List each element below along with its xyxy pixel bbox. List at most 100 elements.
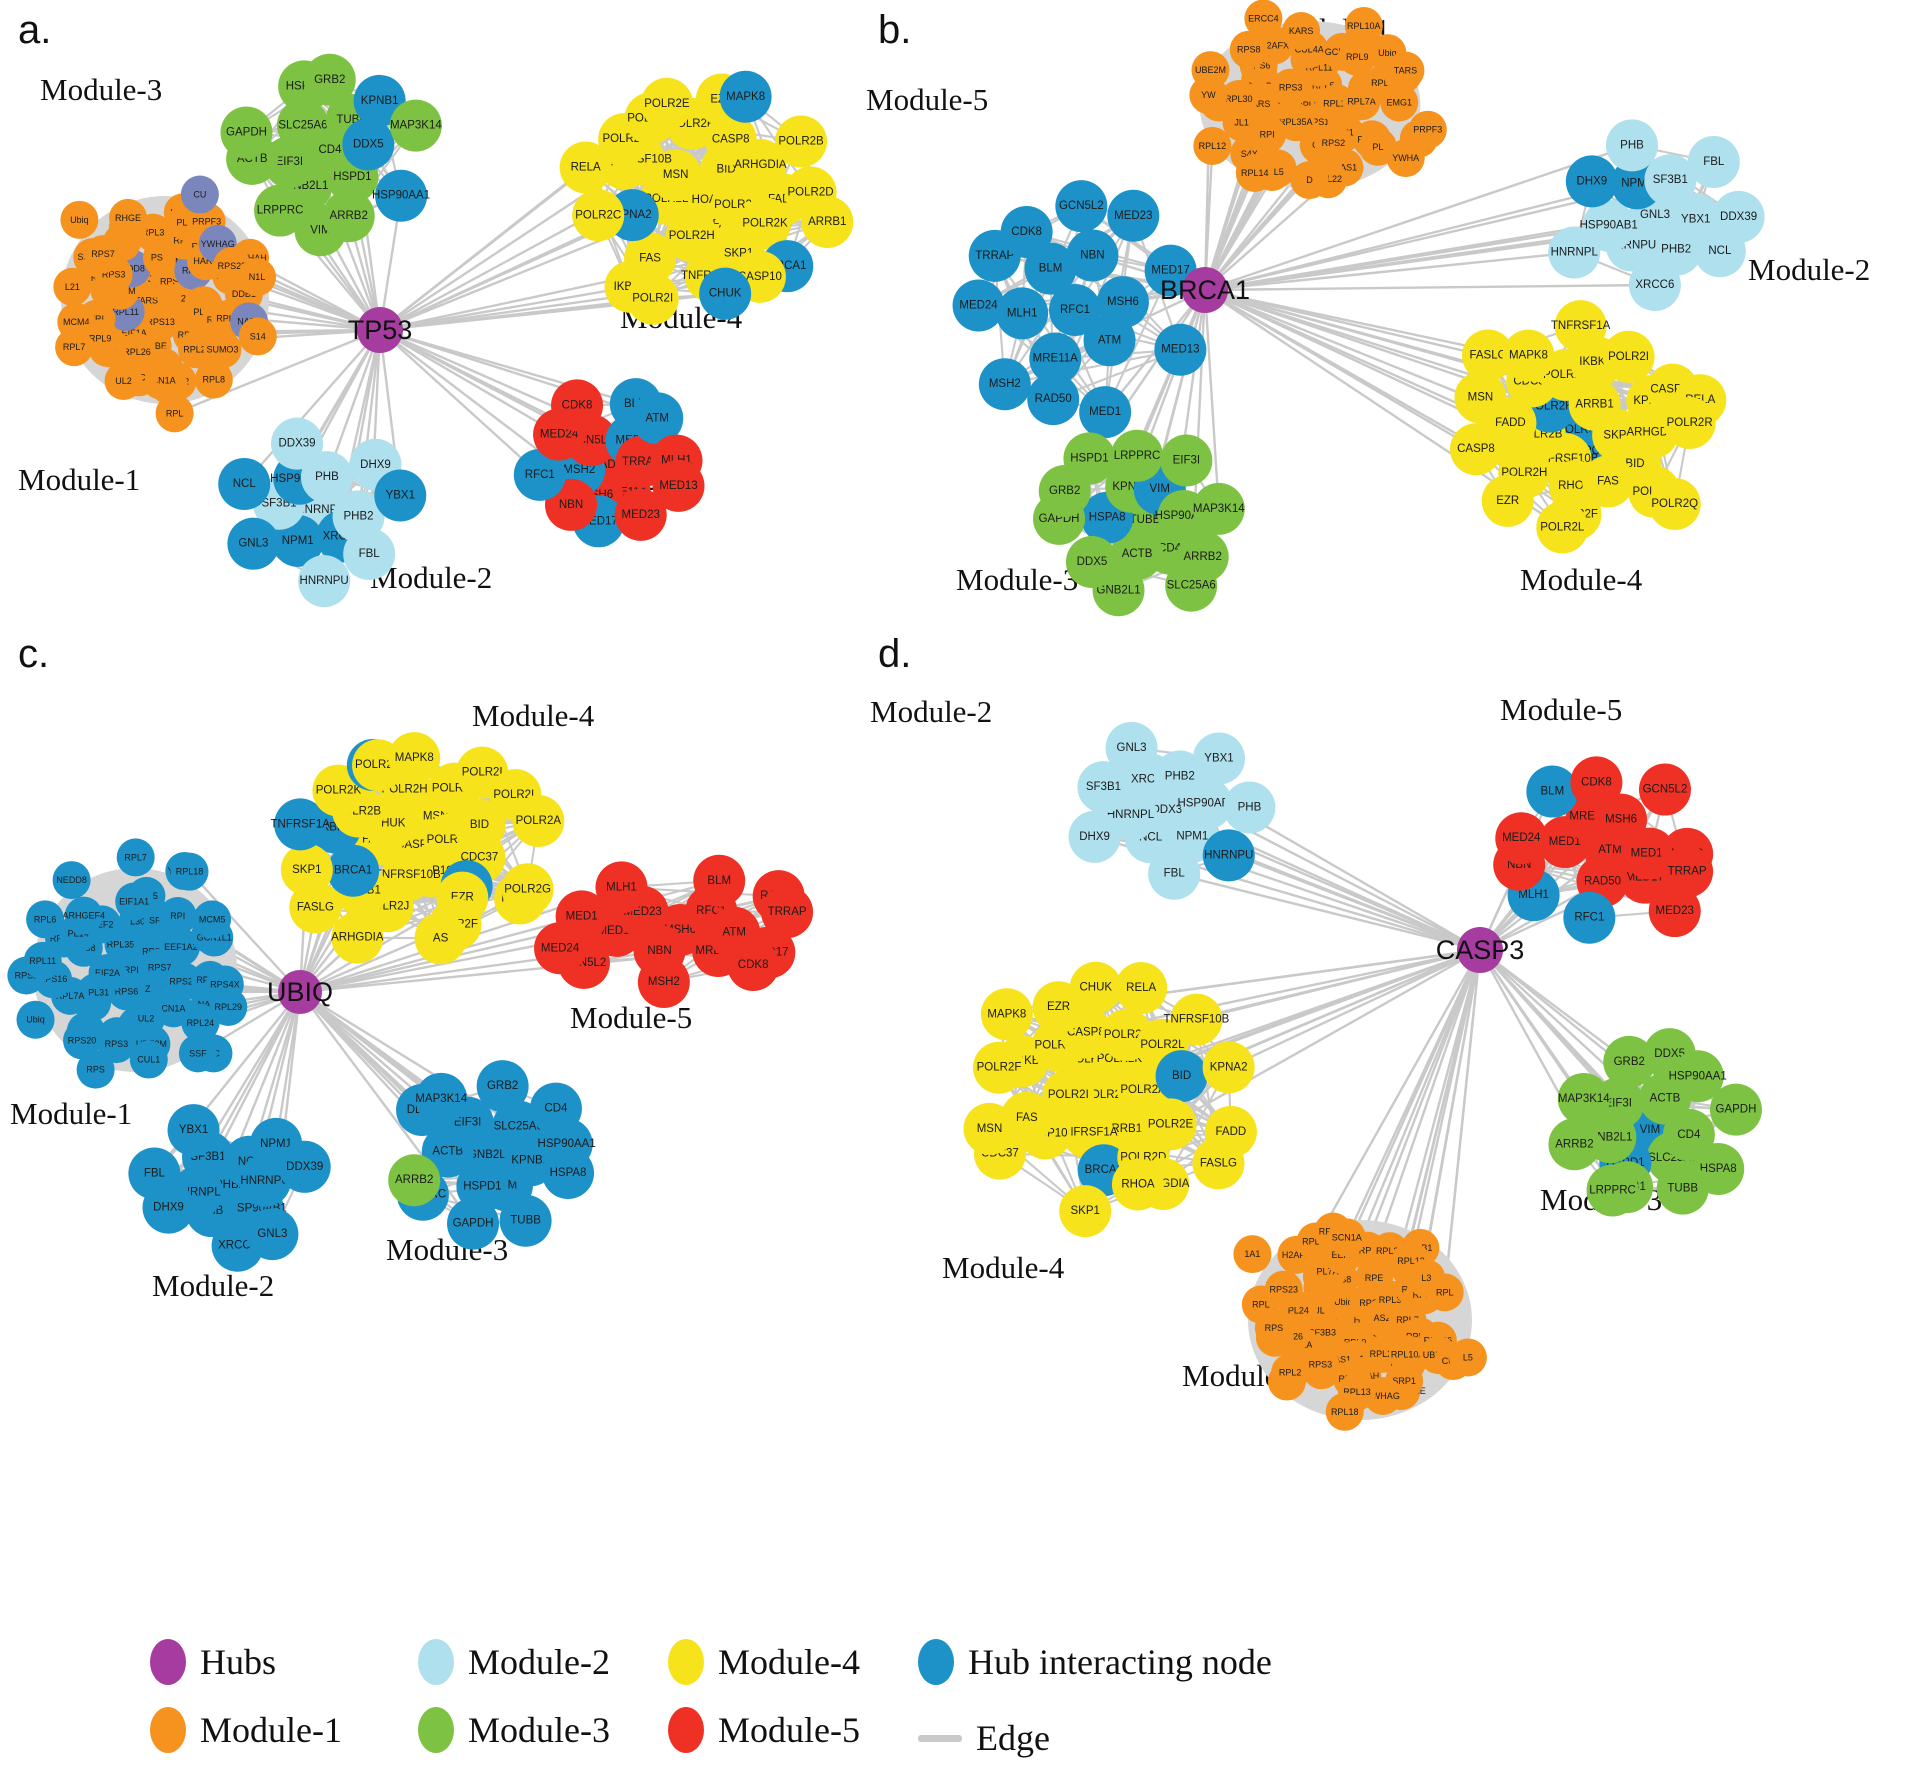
graph-node[interactable]: MLH1 bbox=[996, 287, 1049, 340]
graph-node[interactable]: MED24 bbox=[1495, 812, 1548, 865]
graph-node[interactable]: MSH6 bbox=[1096, 276, 1149, 329]
graph-node[interactable]: BID bbox=[1155, 1050, 1208, 1103]
graph-node[interactable]: 1A1 bbox=[1233, 1235, 1272, 1274]
graph-node[interactable]: KPNA2 bbox=[1202, 1041, 1255, 1094]
graph-node[interactable]: RPL18 bbox=[1325, 1392, 1364, 1431]
graph-node[interactable]: DDX5 bbox=[1065, 536, 1118, 589]
graph-node[interactable]: MLH1 bbox=[595, 861, 648, 914]
graph-node[interactable]: DDX39 bbox=[271, 417, 324, 470]
graph-node[interactable]: XRCC6 bbox=[1628, 258, 1681, 311]
graph-node[interactable]: UBE2M bbox=[1191, 51, 1230, 90]
graph-node[interactable]: DDX39 bbox=[278, 1140, 331, 1193]
graph-node[interactable]: MSN bbox=[963, 1102, 1016, 1155]
graph-node[interactable]: RPL7 bbox=[55, 328, 94, 367]
graph-node[interactable]: RAD50 bbox=[1027, 373, 1080, 426]
graph-node[interactable]: MAPK8 bbox=[980, 988, 1033, 1041]
graph-node[interactable]: GNL3 bbox=[227, 517, 280, 570]
graph-node[interactable]: SCN1A bbox=[1327, 1218, 1366, 1257]
graph-node[interactable]: S14 bbox=[238, 317, 277, 356]
graph-node[interactable]: PHB bbox=[1605, 119, 1658, 172]
graph-node[interactable]: YBX1 bbox=[1192, 732, 1245, 785]
graph-node[interactable]: SKP1 bbox=[280, 843, 333, 896]
graph-node[interactable]: CU bbox=[180, 175, 219, 214]
graph-node[interactable]: SLC25A6 bbox=[1165, 559, 1218, 612]
graph-node[interactable]: MSH2 bbox=[978, 358, 1031, 411]
graph-node[interactable]: FBL bbox=[1148, 847, 1201, 900]
graph-node[interactable]: MSH2 bbox=[637, 956, 690, 1009]
graph-node[interactable]: L5 bbox=[1448, 1338, 1487, 1377]
graph-node[interactable]: SKP1 bbox=[1059, 1185, 1112, 1238]
graph-node[interactable]: SSF bbox=[178, 1034, 217, 1073]
graph-node[interactable]: ARRB1 bbox=[801, 196, 854, 249]
graph-node[interactable]: PHB bbox=[1223, 781, 1276, 834]
graph-node[interactable]: RPL2 bbox=[1271, 1353, 1310, 1392]
graph-node[interactable]: BLM bbox=[1526, 765, 1579, 818]
graph-node[interactable]: RPL7 bbox=[116, 838, 155, 877]
graph-node[interactable]: POLR2G bbox=[501, 863, 554, 916]
graph-node[interactable]: HNRNPU bbox=[1202, 829, 1255, 882]
graph-node[interactable]: POLR2Q bbox=[1648, 478, 1701, 531]
graph-node[interactable]: POLR2E bbox=[640, 77, 693, 130]
graph-node[interactable]: DDX5 bbox=[342, 118, 395, 171]
graph-node[interactable]: LRPPRC bbox=[1111, 429, 1164, 482]
graph-node[interactable]: LRPPRC bbox=[1586, 1164, 1639, 1217]
graph-node[interactable]: POLR2B bbox=[775, 115, 828, 168]
graph-node[interactable]: MED23 bbox=[1107, 189, 1160, 242]
graph-node[interactable]: HSPA8 bbox=[542, 1147, 595, 1200]
graph-node[interactable]: BLM bbox=[693, 854, 746, 907]
graph-node[interactable]: GRB2 bbox=[303, 53, 356, 106]
graph-node[interactable]: NCL bbox=[1693, 225, 1746, 278]
graph-node[interactable]: NCL bbox=[218, 457, 271, 510]
graph-node[interactable]: CUL1 bbox=[129, 1040, 168, 1079]
graph-node[interactable]: MAP3K14 bbox=[389, 99, 442, 152]
graph-node[interactable]: RPL bbox=[155, 394, 194, 433]
graph-node[interactable]: RPL8 bbox=[194, 360, 233, 399]
graph-node[interactable]: Ubiq bbox=[16, 1000, 55, 1039]
graph-node[interactable]: GRB2 bbox=[476, 1060, 529, 1113]
graph-node[interactable]: RHGE bbox=[109, 198, 148, 237]
graph-node[interactable]: POLR2F bbox=[973, 1041, 1026, 1094]
graph-node[interactable]: NBN bbox=[1066, 229, 1119, 282]
graph-node[interactable]: N1L bbox=[238, 258, 277, 297]
graph-node[interactable]: ERCC4 bbox=[1244, 0, 1283, 38]
graph-node[interactable]: RPI bbox=[158, 897, 197, 936]
graph-node[interactable]: RHOA bbox=[1111, 1158, 1164, 1211]
graph-node[interactable]: FBL bbox=[343, 528, 396, 581]
graph-node[interactable]: HSPD1 bbox=[1063, 432, 1116, 485]
graph-node[interactable]: CHUK bbox=[699, 267, 752, 320]
graph-node[interactable]: POLR2I bbox=[1602, 330, 1655, 383]
graph-node[interactable]: CDK8 bbox=[727, 938, 780, 991]
graph-node[interactable]: GCN5L2 bbox=[1638, 763, 1691, 816]
graph-node[interactable]: TUBB bbox=[499, 1194, 552, 1247]
graph-node[interactable]: MED23 bbox=[614, 488, 667, 541]
graph-node[interactable]: FBL bbox=[1687, 135, 1740, 188]
graph-node[interactable]: ARRB2 bbox=[1548, 1118, 1601, 1171]
graph-node[interactable]: RPL bbox=[1425, 1273, 1464, 1312]
graph-node[interactable]: KARS bbox=[1282, 12, 1321, 51]
graph-node[interactable]: MED23 bbox=[1648, 885, 1701, 938]
graph-node[interactable]: RPS20 bbox=[63, 1021, 102, 1060]
graph-node[interactable]: D bbox=[1290, 161, 1329, 200]
graph-node[interactable]: MCM5 bbox=[193, 900, 232, 939]
graph-node[interactable]: RPL14 bbox=[1235, 154, 1274, 193]
graph-node[interactable]: UL2 bbox=[104, 361, 143, 400]
graph-node[interactable]: EIF1A1 bbox=[115, 882, 154, 921]
graph-node[interactable]: DHX9 bbox=[1068, 810, 1121, 863]
graph-node[interactable]: POLR2R bbox=[1663, 396, 1716, 449]
graph-node[interactable]: FASLG bbox=[1192, 1137, 1245, 1190]
graph-node[interactable]: POLR2I bbox=[626, 272, 679, 325]
graph-node[interactable]: MED13 bbox=[1154, 323, 1207, 376]
graph-node[interactable]: MAPK8 bbox=[1502, 329, 1555, 382]
graph-node[interactable]: YWHA bbox=[1386, 139, 1425, 178]
graph-node[interactable]: GAPDH bbox=[447, 1197, 500, 1250]
graph-node[interactable]: RPL6 bbox=[26, 900, 65, 939]
graph-node[interactable]: CDK8 bbox=[1570, 756, 1623, 809]
graph-node[interactable]: NEDD8 bbox=[52, 861, 91, 900]
graph-node[interactable]: MAPK8 bbox=[719, 70, 772, 123]
graph-node[interactable]: MED24 bbox=[952, 279, 1005, 332]
graph-node[interactable]: ARRB2 bbox=[388, 1154, 441, 1207]
graph-node[interactable]: RPL12 bbox=[1193, 126, 1232, 165]
graph-node[interactable]: YBX1 bbox=[374, 469, 427, 522]
graph-node[interactable]: TARS bbox=[1386, 51, 1425, 90]
graph-node[interactable]: MED1 bbox=[1079, 386, 1132, 439]
